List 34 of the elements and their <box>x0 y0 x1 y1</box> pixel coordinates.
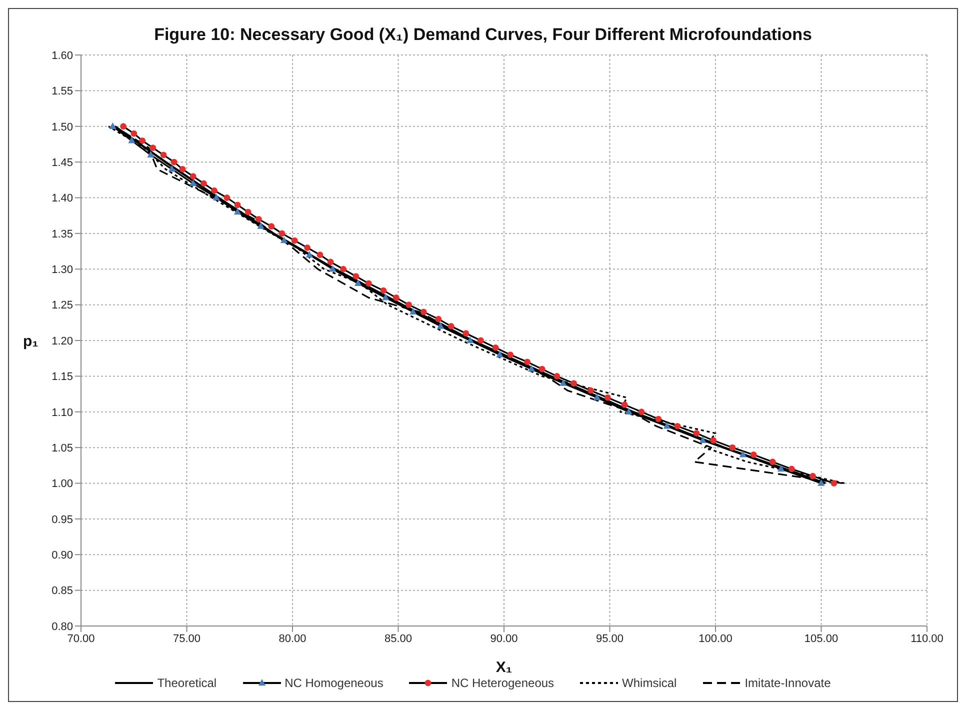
x-tick-label: 95.00 <box>596 632 624 645</box>
chart-title: Figure 10: Necessary Good (X₁) Demand Curves, Four Different Microfoundations <box>153 25 813 45</box>
legend-label: Whimsical <box>621 676 677 690</box>
y-tick-label: 1.20 <box>52 335 73 348</box>
y-tick-label: 1.30 <box>52 264 73 276</box>
y-tick-label: 0.85 <box>52 585 73 598</box>
legend-label: Imitate-Innovate <box>744 676 831 690</box>
x-tick-label: 90.00 <box>490 632 518 645</box>
y-tick-label: 0.95 <box>52 514 73 526</box>
y-tick-label: 1.40 <box>52 192 73 205</box>
y-tick-label: 1.25 <box>52 300 73 312</box>
y-tick-label: 1.50 <box>52 121 73 134</box>
x-tick-label: 100.00 <box>698 632 732 645</box>
y-tick-label: 0.80 <box>52 620 73 633</box>
y-tick-label: 1.15 <box>52 371 73 384</box>
y-tick-label: 1.00 <box>52 478 73 490</box>
x-tick-label: 80.00 <box>278 632 306 645</box>
x-axis-title: X₁ <box>496 659 512 676</box>
x-tick-label: 85.00 <box>384 632 412 645</box>
y-tick-label: 1.05 <box>52 442 73 454</box>
legend-label: NC Heterogeneous <box>450 676 554 690</box>
y-tick-label: 1.60 <box>52 50 73 62</box>
x-tick-label: 70.00 <box>67 632 95 645</box>
legend-label: Theoretical <box>156 676 217 690</box>
x-tick-label: 110.00 <box>910 632 944 645</box>
x-tick-label: 75.00 <box>172 632 201 645</box>
y-tick-label: 1.45 <box>52 156 73 169</box>
y-tick-label: 1.55 <box>52 86 73 98</box>
y-axis-title: p₁ <box>23 332 38 350</box>
y-tick-label: 1.35 <box>52 228 73 240</box>
y-tick-label: 0.90 <box>52 550 73 562</box>
x-tick-label: 105.00 <box>804 632 838 645</box>
y-tick-label: 1.10 <box>52 406 73 419</box>
legend-label: NC Homogeneous <box>284 676 384 690</box>
